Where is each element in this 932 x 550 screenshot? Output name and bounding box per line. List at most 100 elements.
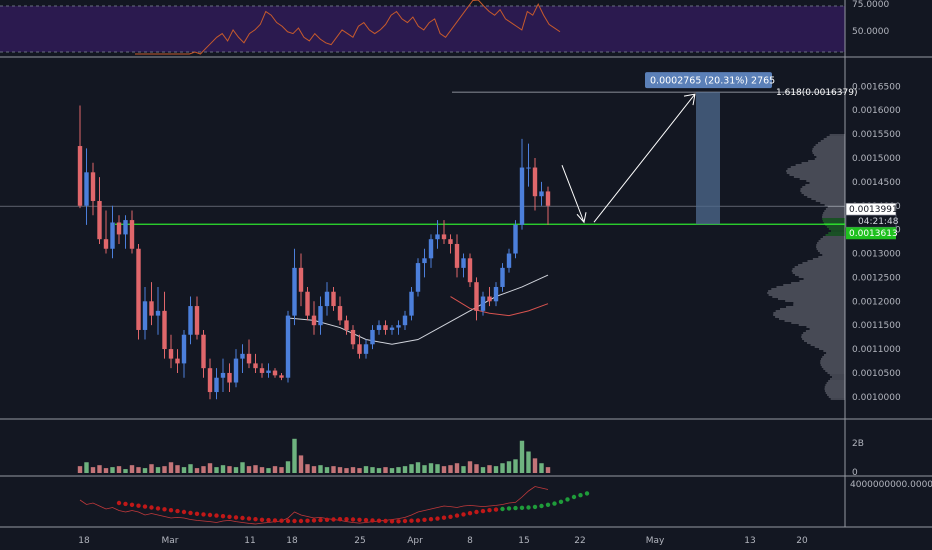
support-price-value: 0.0013613 — [849, 229, 898, 239]
volume-bar — [539, 463, 544, 473]
volume-bar — [136, 467, 141, 473]
oscillator-dot — [149, 505, 154, 510]
candle-body — [383, 325, 388, 330]
date-tick-label: 15 — [518, 536, 529, 546]
candle-body — [363, 344, 369, 354]
oscillator-dot — [441, 515, 447, 520]
oscillator-dot — [331, 517, 336, 522]
oscillator-dot — [253, 517, 258, 522]
volume-bar — [142, 468, 148, 473]
candle-body — [266, 370, 271, 373]
candle-body — [337, 306, 343, 321]
price-tick-label: 0.0013000 — [852, 250, 901, 260]
volume-bar — [253, 465, 258, 473]
volume-bar — [532, 458, 538, 473]
candle-body — [487, 296, 492, 302]
price-tick-label: 0.0012500 — [852, 273, 901, 283]
volume-bar — [370, 467, 375, 473]
candle-body — [376, 325, 382, 330]
candle-body — [311, 315, 317, 326]
volume-bar — [266, 468, 271, 473]
price-tick-label: 0.0011500 — [852, 321, 901, 331]
candles — [77, 105, 551, 400]
oscillator-dot — [428, 517, 434, 522]
date-tick-label: May — [646, 536, 665, 546]
candle-body — [545, 191, 551, 206]
oscillator-dot — [194, 511, 200, 516]
volume-bar — [305, 464, 310, 473]
volume-bar — [298, 455, 304, 473]
volume-bar — [545, 467, 551, 473]
candle-body — [214, 377, 219, 393]
candle-body — [97, 200, 102, 240]
candle-body — [298, 267, 304, 292]
oscillator-dot — [181, 509, 187, 515]
oscillator-dot — [272, 518, 278, 523]
volume-bar — [259, 467, 265, 473]
measure-box[interactable] — [696, 92, 720, 225]
price-tick-label: 0.0010500 — [852, 369, 901, 379]
volume-bar — [272, 466, 278, 473]
candle-body — [201, 334, 206, 369]
candle-body — [532, 167, 538, 197]
volume-bar — [389, 468, 395, 473]
candle-body — [292, 267, 297, 316]
candle-body — [259, 368, 265, 373]
oscillator-axis-label: 4000000000.0000000 — [850, 480, 932, 490]
candle-body — [422, 258, 427, 264]
volume-bar — [454, 463, 460, 473]
oscillator-dot — [532, 504, 538, 510]
candle-body — [272, 370, 278, 376]
oscillator-line — [79, 486, 549, 525]
current-price-value: 0.0013991 — [849, 205, 898, 215]
oscillator-dot — [539, 503, 544, 509]
oscillator-dot — [227, 514, 232, 519]
volume-bar — [201, 466, 206, 473]
volume-pane: 2B 0 — [77, 438, 864, 478]
candle-body — [493, 286, 499, 302]
date-tick-label: 11 — [244, 536, 255, 546]
candle-body — [513, 224, 518, 254]
oscillator-dot — [558, 499, 564, 504]
projection-arrows[interactable] — [561, 93, 696, 224]
candle-body — [461, 258, 466, 268]
candle-body — [123, 220, 128, 235]
volume-bar — [194, 468, 200, 473]
oscillator-dot — [415, 518, 421, 523]
price-pane[interactable]: 0.0002765 (20.31%) 2765 1.618(0.0016379)… — [0, 72, 901, 403]
oscillator-dot — [168, 508, 174, 513]
candle-body — [116, 222, 122, 235]
oscillator-dot — [493, 507, 499, 512]
date-tick-label: 18 — [78, 536, 90, 546]
candle-body — [142, 301, 148, 330]
price-tick-label: 0.0016000 — [852, 106, 901, 116]
oscillator-dot — [246, 516, 252, 521]
oscillator-dot — [474, 509, 479, 515]
volume-bar — [233, 467, 239, 473]
oscillator-dot — [435, 516, 440, 521]
candle-body — [480, 296, 486, 311]
candle-body — [441, 234, 447, 240]
oscillator-dot — [279, 518, 284, 523]
arrow-up-icon[interactable] — [593, 93, 696, 223]
candle-body — [285, 315, 291, 378]
oscillator-dot — [175, 508, 180, 514]
arrow-down-icon[interactable] — [561, 164, 587, 224]
oscillator-dot — [383, 518, 388, 524]
volume-bar — [513, 459, 518, 473]
volume-bar — [97, 465, 102, 473]
price-tick-label: 0.0011000 — [852, 345, 901, 355]
oscillator-dot — [214, 513, 219, 518]
support-price-tag — [846, 227, 896, 240]
oscillator-dot — [396, 519, 401, 524]
volume-bar — [409, 464, 414, 473]
volume-bar — [383, 467, 388, 473]
oscillator-dot — [376, 518, 382, 523]
volume-bar — [318, 465, 323, 473]
candle-body — [181, 334, 187, 364]
candle-body — [324, 291, 330, 307]
oscillator-dot — [578, 493, 583, 498]
candle-body — [409, 291, 414, 316]
volume-bar — [181, 467, 187, 473]
